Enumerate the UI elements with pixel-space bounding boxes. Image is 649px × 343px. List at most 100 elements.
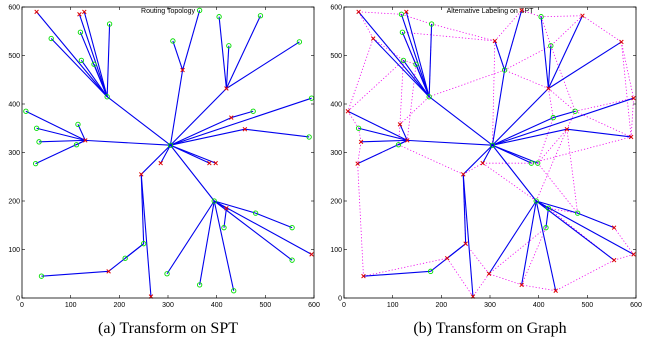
tree-edge-15 bbox=[225, 15, 261, 89]
plot-title-b: Alternative Labeling on SPT bbox=[447, 8, 534, 15]
graph-link-58 bbox=[429, 69, 505, 98]
tree-edge-13 bbox=[218, 16, 227, 89]
node-circle-9 bbox=[400, 57, 407, 63]
node-circle-34 bbox=[427, 268, 434, 274]
node-circle-39 bbox=[533, 198, 539, 204]
x-tick-label-500: 500 bbox=[581, 302, 593, 309]
node-circle-28 bbox=[32, 161, 39, 167]
node-cross-19 bbox=[229, 115, 234, 120]
node-circle-40 bbox=[574, 210, 581, 216]
tree-edge-3 bbox=[78, 14, 108, 97]
tree-edge-38 bbox=[170, 144, 215, 202]
tree-edge-45 bbox=[166, 200, 215, 275]
tree-edge-40 bbox=[255, 212, 293, 229]
node-circle-32 bbox=[141, 241, 147, 247]
graph-link-61 bbox=[482, 162, 537, 202]
node-cross-38 bbox=[213, 160, 218, 166]
tree-edge-42 bbox=[213, 200, 293, 261]
tree-edge-9 bbox=[491, 69, 506, 146]
node-circle-29 bbox=[395, 142, 402, 148]
node-cross-30 bbox=[480, 160, 485, 166]
node-cross-27 bbox=[358, 139, 364, 145]
graph-link-48 bbox=[488, 273, 522, 286]
tree-edge-47 bbox=[535, 200, 557, 291]
tree-edge-26 bbox=[361, 139, 408, 143]
node-circle-0 bbox=[167, 142, 174, 148]
graph-link-15 bbox=[550, 45, 576, 112]
tree-edge-37 bbox=[492, 144, 538, 164]
node-circle-29 bbox=[73, 142, 80, 148]
graph-link-60 bbox=[574, 110, 632, 138]
tree-edge-14 bbox=[547, 45, 552, 89]
node-cross-10 bbox=[180, 67, 185, 73]
graph-link-42 bbox=[566, 129, 578, 214]
tree-edge-0 bbox=[106, 96, 171, 146]
node-circle-26 bbox=[33, 125, 40, 131]
x-tick-label-400: 400 bbox=[211, 302, 223, 309]
graph-link-50 bbox=[446, 258, 474, 297]
tree-edge-2 bbox=[372, 38, 430, 98]
graph-link-24 bbox=[358, 128, 362, 142]
node-cross-34 bbox=[106, 269, 111, 274]
tree-edge-12 bbox=[170, 88, 227, 146]
tree-edge-28 bbox=[398, 139, 408, 146]
tree-edge-35 bbox=[140, 174, 152, 297]
y-tick-label-200: 200 bbox=[330, 199, 342, 206]
caption-a: (a) Transform on SPT bbox=[98, 320, 238, 337]
x-tick-label-600: 600 bbox=[308, 302, 320, 309]
y-tick-label-400: 400 bbox=[8, 102, 20, 109]
node-circle-6 bbox=[91, 61, 97, 67]
node-circle-6 bbox=[413, 61, 419, 67]
node-circle-7 bbox=[428, 21, 435, 27]
graph-link-33 bbox=[398, 144, 464, 175]
tree-edge-44 bbox=[223, 208, 227, 228]
node-circle-38 bbox=[535, 160, 541, 166]
node-circle-11 bbox=[170, 38, 176, 44]
node-circle-1 bbox=[104, 94, 110, 100]
graph-link-10 bbox=[521, 10, 542, 18]
x-tick-label-400: 400 bbox=[533, 302, 545, 309]
node-circle-27 bbox=[36, 139, 42, 145]
node-circle-37 bbox=[528, 160, 535, 166]
tree-edge-18 bbox=[492, 117, 554, 146]
graph-link-7 bbox=[358, 11, 374, 39]
node-circle-20 bbox=[250, 108, 256, 114]
y-tick-label-100: 100 bbox=[330, 247, 342, 254]
x-tick-label-200: 200 bbox=[113, 302, 125, 309]
graph-link-16 bbox=[575, 97, 634, 112]
tree-edge-0 bbox=[428, 96, 493, 146]
y-tick-label-500: 500 bbox=[330, 53, 342, 60]
node-cross-13 bbox=[224, 86, 229, 91]
node-cross-21 bbox=[564, 126, 570, 132]
node-cross-42 bbox=[631, 252, 636, 257]
node-cross-22 bbox=[628, 134, 634, 140]
node-cross-31 bbox=[460, 172, 466, 177]
tree-edges-layer-a bbox=[25, 10, 312, 297]
node-cross-11 bbox=[492, 38, 498, 44]
node-circle-33 bbox=[122, 255, 128, 261]
node-cross-32 bbox=[463, 241, 468, 246]
tree-edge-12 bbox=[492, 88, 549, 146]
node-circle-40 bbox=[252, 210, 259, 216]
graph-link-13 bbox=[621, 41, 634, 99]
node-cross-31 bbox=[138, 172, 144, 177]
node-cross-35 bbox=[361, 273, 366, 279]
tree-edge-19 bbox=[553, 110, 576, 119]
node-cross-8 bbox=[404, 9, 409, 15]
tree-edge-23 bbox=[347, 110, 408, 141]
tree-edge-44 bbox=[545, 208, 549, 228]
node-circle-20 bbox=[572, 108, 578, 114]
tree-edge-21 bbox=[566, 128, 632, 138]
y-tick-label-400: 400 bbox=[330, 102, 342, 109]
y-tick-label-600: 600 bbox=[8, 5, 20, 12]
node-circle-0 bbox=[489, 142, 496, 148]
tree-edge-20 bbox=[170, 128, 246, 146]
x-tick-label-300: 300 bbox=[484, 302, 496, 309]
x-tick-label-0: 0 bbox=[342, 302, 346, 309]
tree-edge-45 bbox=[488, 200, 537, 275]
graph-link-22 bbox=[550, 15, 583, 47]
graph-link-23 bbox=[347, 111, 359, 129]
tree-edge-24 bbox=[77, 124, 86, 141]
graph-links-layer-b bbox=[347, 10, 634, 297]
